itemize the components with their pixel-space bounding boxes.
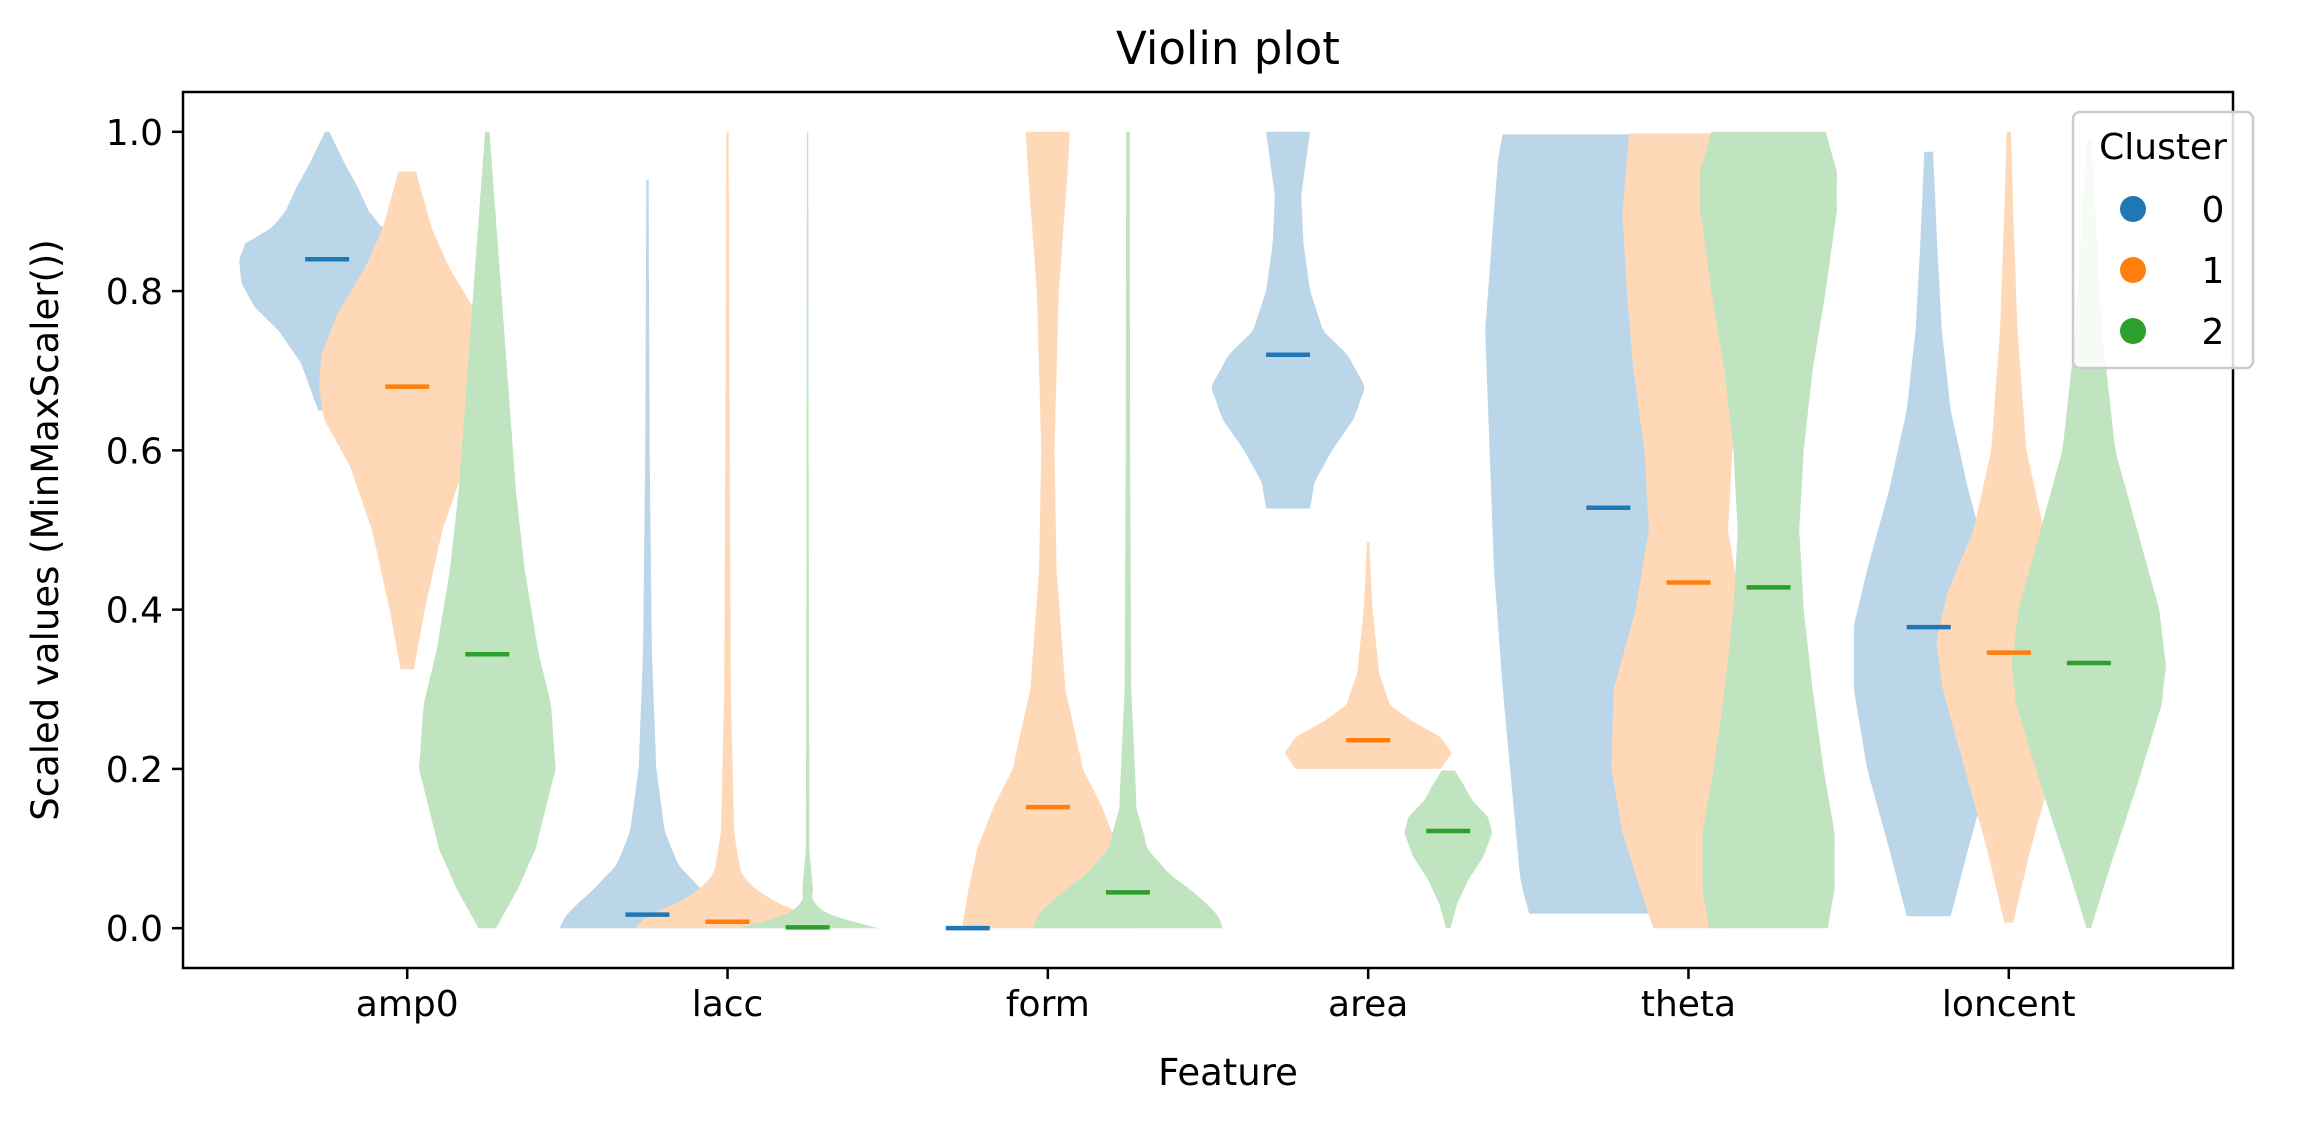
violin-form-cluster-2 [1033, 131, 1223, 929]
y-tick-label: 0.2 [106, 750, 163, 791]
x-tick-label-loncent: loncent [1942, 984, 2076, 1025]
legend: Cluster 0 1 2 [2071, 110, 2255, 370]
x-axis: amp0 lacc form area theta loncent [356, 968, 2076, 1025]
y-axis: 0.0 0.2 0.4 0.6 0.8 1.0 [106, 113, 183, 950]
chart-title: Violin plot [1116, 22, 1340, 75]
x-tick-label-lacc: lacc [692, 984, 764, 1025]
violin-area-cluster-2 [1404, 770, 1492, 929]
legend-marker-1 [2120, 257, 2146, 283]
violin-lacc-cluster-1 [635, 131, 820, 929]
violin-theta-cluster-2 [1700, 131, 1838, 929]
plot-frame [181, 90, 2235, 970]
y-tick-label: 0.0 [106, 909, 163, 950]
y-axis-label: Scaled values (MinMaxScaler()) [24, 239, 67, 821]
violin-group [239, 131, 2166, 929]
violin-amp0-cluster-0 [239, 131, 415, 411]
violin-area-cluster-0 [1211, 131, 1365, 509]
violin-lacc-cluster-0 [559, 179, 736, 929]
legend-box [2071, 110, 2255, 370]
violin-amp0-cluster-1 [319, 171, 496, 670]
y-tick-label: 0.4 [106, 591, 163, 632]
legend-label-1: 1 [2202, 251, 2225, 292]
x-tick-label-amp0: amp0 [356, 984, 459, 1025]
legend-label-2: 2 [2202, 312, 2225, 353]
violin-area-cluster-1 [1285, 541, 1452, 769]
legend-label-0: 0 [2202, 190, 2225, 231]
x-axis-label: Feature [1158, 1051, 1298, 1094]
y-tick-label: 0.8 [106, 272, 163, 313]
x-tick-label-form: form [1006, 984, 1090, 1025]
y-tick-label: 1.0 [106, 113, 163, 154]
legend-title: Cluster [2099, 127, 2227, 168]
x-tick-label-area: area [1328, 984, 1408, 1025]
y-tick-label: 0.6 [106, 431, 163, 472]
violin-lacc-cluster-2 [737, 131, 878, 929]
violin-amp0-cluster-2 [419, 131, 556, 929]
violin-form-cluster-1 [962, 131, 1134, 929]
legend-marker-2 [2120, 318, 2146, 344]
violin-loncent-cluster-2 [2011, 139, 2166, 929]
legend-marker-0 [2120, 196, 2146, 222]
median-group [305, 256, 2111, 931]
x-tick-label-theta: theta [1641, 984, 1736, 1025]
